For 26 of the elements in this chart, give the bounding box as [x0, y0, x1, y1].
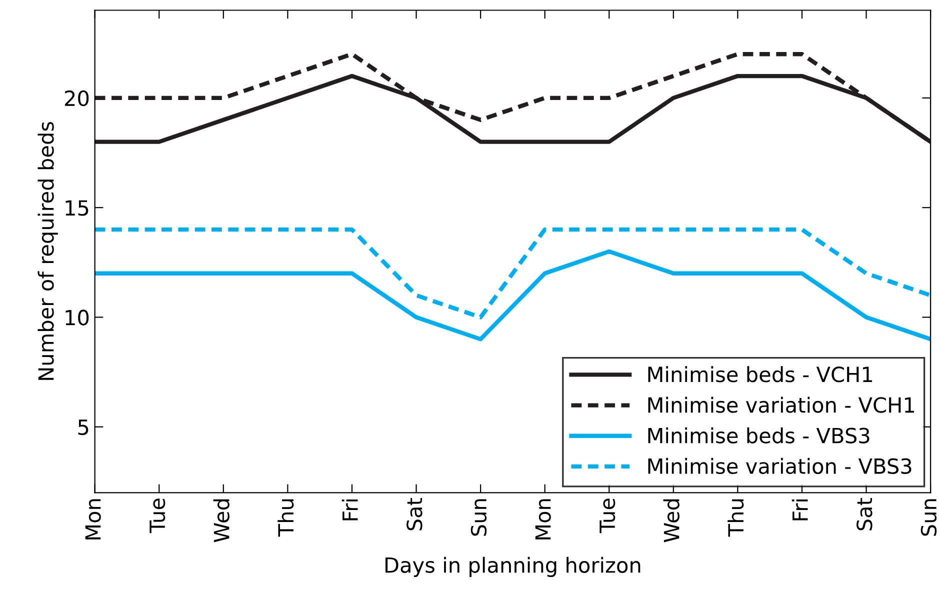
y-tick-label: 5 — [78, 420, 88, 436]
x-tick-label: Wed — [663, 499, 680, 542]
x-tick-label: Fri — [792, 499, 808, 520]
x-tick-label: Tue — [150, 498, 166, 534]
y-tick-label: 20 — [64, 90, 89, 106]
y-tick-label: 10 — [66, 310, 89, 326]
x-tick-label: Sun — [470, 499, 487, 536]
x-tick-label: Sat — [406, 498, 422, 530]
x-tick-label: Wed — [213, 499, 230, 542]
line-series — [94, 249, 931, 342]
x-tick-label: Mon — [85, 499, 101, 540]
x-tick-label: Tue — [600, 498, 616, 534]
legend-label: Minimise beds - VCH1 — [648, 366, 872, 382]
x-tick-label: Sun — [920, 499, 937, 536]
x-tick-label: Mon — [535, 499, 551, 540]
y-tick-label: 15 — [66, 200, 88, 216]
legend-label: Minimise variation - VBS3 — [648, 458, 912, 474]
legend-label: Minimise variation - VCH1 — [648, 396, 914, 413]
x-tick-label: Fri — [342, 499, 358, 520]
x-tick-label: Thu — [278, 499, 294, 537]
x-tick-label: Thu — [728, 499, 744, 537]
y-axis-title: Number of required beds — [38, 122, 58, 380]
x-tick-label: Sat — [856, 498, 872, 530]
x-axis-title: Days in planning horizon — [386, 556, 640, 577]
legend-label: Minimise beds - VBS3 — [648, 427, 870, 444]
line-series — [94, 227, 931, 320]
